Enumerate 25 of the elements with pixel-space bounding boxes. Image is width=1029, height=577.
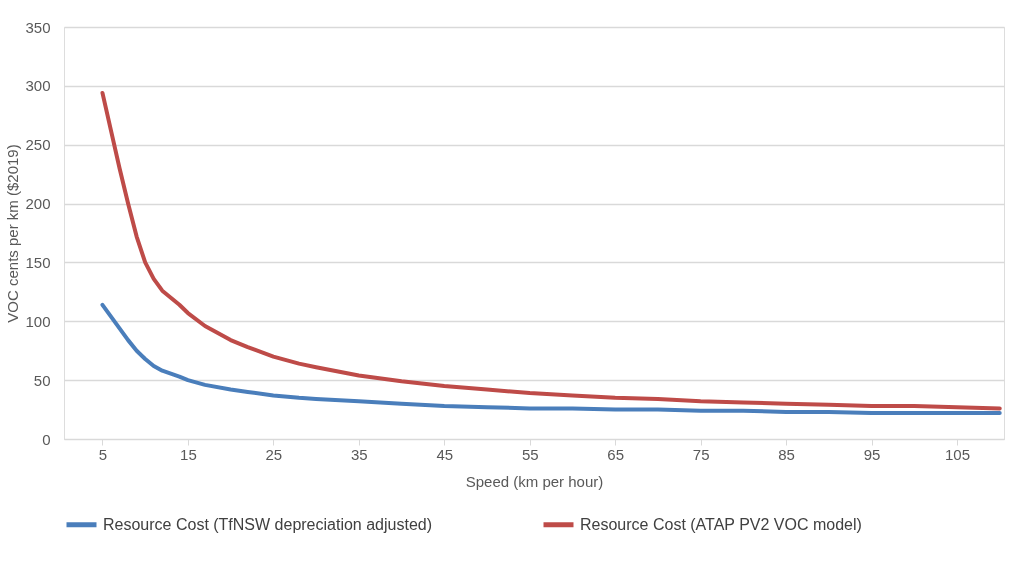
x-tick-label: 5 xyxy=(98,445,108,463)
y-axis-title: VOC cents per km ($2019) xyxy=(4,144,22,323)
y-tick-label: 100 xyxy=(25,312,51,330)
y-tick-label: 300 xyxy=(25,77,51,95)
line-series xyxy=(100,302,1002,416)
x-tick-label: 95 xyxy=(863,445,881,463)
y-tick-label: 250 xyxy=(25,136,51,154)
line-series xyxy=(100,90,1002,411)
y-tick-label: 150 xyxy=(25,253,51,271)
y-tick-label: 200 xyxy=(25,195,51,213)
x-tick-label: 85 xyxy=(778,445,795,463)
y-tick-label: 50 xyxy=(33,371,51,389)
x-tick-label: 45 xyxy=(436,445,454,463)
x-tick-label: 15 xyxy=(180,445,197,463)
y-tick-label: 350 xyxy=(25,18,51,36)
y-tick-label: 0 xyxy=(42,430,51,448)
legend-label: Resource Cost (ATAP PV2 VOC model) xyxy=(580,515,862,533)
x-tick-label: 105 xyxy=(944,445,971,463)
x-tick-label: 65 xyxy=(607,445,625,463)
x-tick-label: 75 xyxy=(692,445,710,463)
x-tick-label: 55 xyxy=(521,445,539,463)
x-tick-label: 35 xyxy=(350,445,368,463)
x-axis-title: Speed (km per hour) xyxy=(465,472,604,490)
legend-label: Resource Cost (TfNSW depreciation adjusted) xyxy=(103,515,433,533)
x-tick-label: 25 xyxy=(265,445,283,463)
